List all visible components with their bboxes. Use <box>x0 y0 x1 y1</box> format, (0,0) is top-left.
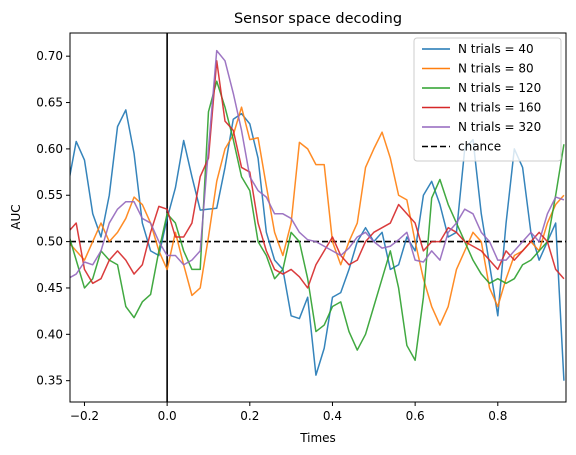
legend-label: N trials = 120 <box>458 81 541 95</box>
y-tick-label: 0.50 <box>36 235 63 249</box>
y-tick-label: 0.35 <box>36 374 63 388</box>
legend-label: N trials = 320 <box>458 120 541 134</box>
x-tick-label: 0.8 <box>488 409 507 423</box>
axes-frame <box>69 32 567 403</box>
legend-label: N trials = 160 <box>458 101 541 115</box>
legend: N trials = 40 N trials = 80 N trials = 120… <box>413 37 562 162</box>
x-tick-label: −0.2 <box>70 409 99 423</box>
series-line-5 <box>70 49 565 279</box>
y-tick-label: 0.45 <box>36 281 63 295</box>
y-tick-label: 0.65 <box>36 96 63 110</box>
series-line-4 <box>70 60 565 289</box>
plot-area <box>70 33 566 402</box>
y-tick-label: 0.70 <box>36 49 63 63</box>
y-tick-label: 0.60 <box>36 142 63 156</box>
x-axis-label: Times <box>299 431 336 445</box>
legend-label: chance <box>458 140 501 154</box>
y-tick-label: 0.55 <box>36 188 63 202</box>
series-line-3 <box>70 80 565 362</box>
x-axis: −0.2 0.0 0.2 0.4 0.6 0.8 <box>70 402 507 423</box>
series-line-1 <box>70 109 565 381</box>
legend-label: N trials = 40 <box>458 42 534 56</box>
x-tick-label: 0.4 <box>323 409 342 423</box>
x-tick-label: 0.2 <box>240 409 259 423</box>
y-axis: 0.35 0.40 0.45 0.50 0.55 0.60 0.65 0.70 <box>36 49 70 388</box>
y-tick-label: 0.40 <box>36 327 63 341</box>
x-tick-label: 0.0 <box>158 409 177 423</box>
x-tick-label: 0.6 <box>406 409 425 423</box>
chart-title: Sensor space decoding <box>234 11 402 27</box>
legend-label: N trials = 80 <box>458 62 534 76</box>
legend-box <box>413 37 562 162</box>
y-axis-label: AUC <box>9 204 23 229</box>
